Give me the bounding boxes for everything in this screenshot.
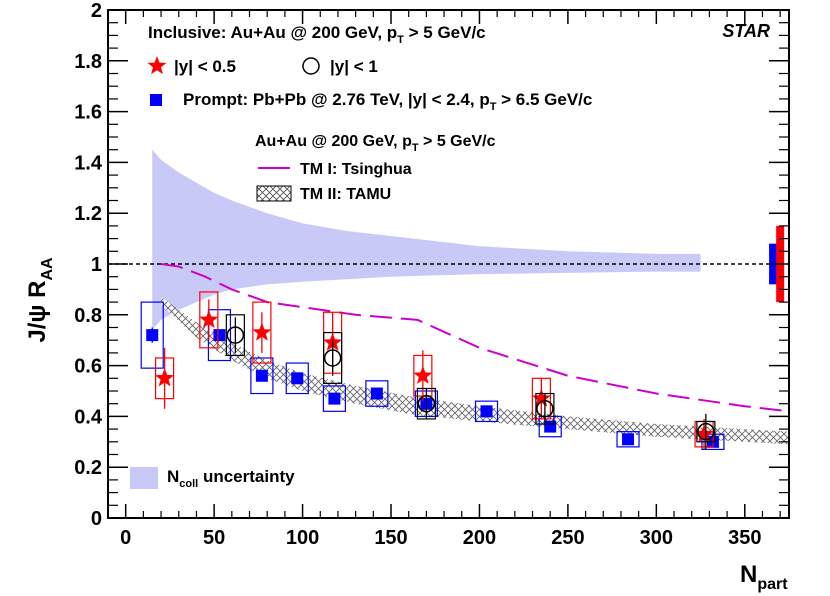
legend-cms-sub: T [490, 101, 497, 113]
y-tick-label-1: 0.2 [74, 457, 102, 479]
x-tick-label-1: 50 [203, 527, 225, 549]
cms-point-5 [370, 387, 383, 400]
sys-box-2-2 [250, 357, 274, 395]
legend-open-circle-marker [302, 57, 320, 75]
legend-tm2-swatch [256, 185, 292, 202]
star-y1-point-4 [697, 422, 715, 441]
x-axis-title-sub: part [757, 576, 788, 593]
sys-box-0-2 [252, 301, 272, 364]
model-header: Au+Au @ 200 GeV, pT > 5 GeV/c [255, 133, 496, 154]
star-y1-point-3 [536, 400, 554, 418]
legend-ncoll-swatch [130, 467, 158, 489]
sys-box-2-3 [285, 362, 309, 395]
y-tick-label-9: 1.8 [74, 51, 102, 73]
x-tick-label-4: 200 [463, 527, 496, 549]
inclusive-header: Inclusive: Au+Au @ 200 GeV, pT > 5 GeV/c [148, 23, 486, 46]
model-header-tail: > 5 GeV/c [419, 133, 496, 150]
y-tick-label-5: 1 [91, 254, 102, 276]
legend-cms-tail: > 6.5 GeV/c [496, 90, 592, 109]
legend-cms-main: Prompt: Pb+Pb @ 2.76 TeV, |y| < 2.4, p [183, 90, 490, 109]
y-tick-label-0: 0 [91, 508, 102, 530]
legend-star-y05-label: |y| < 0.5 [174, 57, 236, 76]
y-tick-label-10: 2 [91, 0, 102, 22]
x-tick-label-6: 300 [640, 527, 673, 549]
inclusive-header-main: Inclusive: Au+Au @ 200 GeV, p [148, 23, 397, 42]
star-y05-point-2 [252, 322, 272, 341]
x-tick-label-2: 100 [286, 527, 319, 549]
sys-box-0-1 [199, 291, 219, 349]
sys-box-2-4 [322, 385, 347, 412]
sys-box-1-1 [323, 331, 343, 384]
sys-box-2-7 [474, 400, 499, 423]
star-y05-point-4 [413, 365, 433, 384]
legend-ncoll-sub: coll [179, 478, 198, 490]
y-tick-label-3: 0.6 [74, 356, 102, 378]
y-axis-title-main: J/ψ R [24, 281, 51, 343]
x-axis-title: Npart [740, 561, 788, 593]
legend-tm2-label: TM II: TAMU [300, 186, 391, 203]
cms-point-1 [213, 329, 226, 342]
star-y05-point-0 [155, 368, 175, 387]
background-bands [108, 149, 789, 445]
legend-cms-label: Prompt: Pb+Pb @ 2.76 TeV, |y| < 2.4, pT … [183, 90, 592, 113]
star-y05-point-1 [199, 309, 219, 328]
legend-tm1-label: TM I: Tsinghua [300, 161, 412, 178]
legend-ncoll-main: N [167, 467, 179, 486]
legend-blue-square-marker [150, 94, 162, 106]
y-tick-label-2: 0.4 [74, 406, 103, 428]
x-tick-label-5: 250 [551, 527, 584, 549]
sys-box-2-0 [140, 301, 164, 369]
star-y1-point-1 [323, 349, 342, 367]
ncoll-uncertainty-band [152, 149, 701, 331]
legend-red-star-marker [147, 56, 167, 75]
legend-ncoll-label: Ncoll uncertainty [167, 467, 295, 490]
star-label: STAR [722, 21, 770, 41]
y-tick-label-8: 1.6 [74, 102, 102, 124]
star-y05-point-5 [531, 388, 551, 407]
cms-point-4 [328, 392, 341, 405]
y-tick-label-7: 1.4 [74, 152, 103, 174]
inclusive-header-tail: > 5 GeV/c [404, 23, 486, 42]
axis-ticks: 0 50 100 150 200 250 300 350 0 0.2 0.4 0.6 0.8 1 1.2 1.… [74, 0, 789, 549]
y-tick-label-6: 1.2 [74, 203, 102, 225]
y-tick-label-4: 0.8 [74, 305, 102, 327]
cms-point-0 [146, 329, 159, 342]
cms-point-7 [480, 405, 493, 418]
sys-box-1-0 [225, 314, 245, 357]
tm1-tsinghua-curve [160, 263, 789, 413]
y-axis-title-sub: AA [39, 257, 56, 281]
legend-star-y1-label: |y| < 1 [330, 57, 378, 76]
sys-box-2-9 [616, 431, 640, 448]
x-tick-label-0: 0 [120, 527, 131, 549]
star-y05-point-6 [694, 424, 714, 443]
cms-point-9 [622, 433, 635, 446]
data-series [140, 291, 725, 451]
model-header-main: Au+Au @ 200 GeV, p [255, 133, 412, 150]
star-y1-point-2 [417, 394, 436, 413]
x-tick-label-3: 150 [374, 527, 407, 549]
model-header-sub: T [412, 142, 419, 154]
cms-point-2 [255, 369, 268, 382]
x-tick-label-7: 350 [728, 527, 761, 549]
y-axis-title: J/ψ RAA [24, 257, 56, 343]
sys-box-2-5 [365, 380, 389, 407]
inclusive-header-sub: T [397, 34, 404, 46]
star-y1-point-0 [226, 326, 245, 344]
x-axis-title-main: N [740, 561, 757, 588]
cms-point-3 [291, 372, 304, 385]
legend-ncoll-tail: uncertainty [198, 467, 295, 486]
